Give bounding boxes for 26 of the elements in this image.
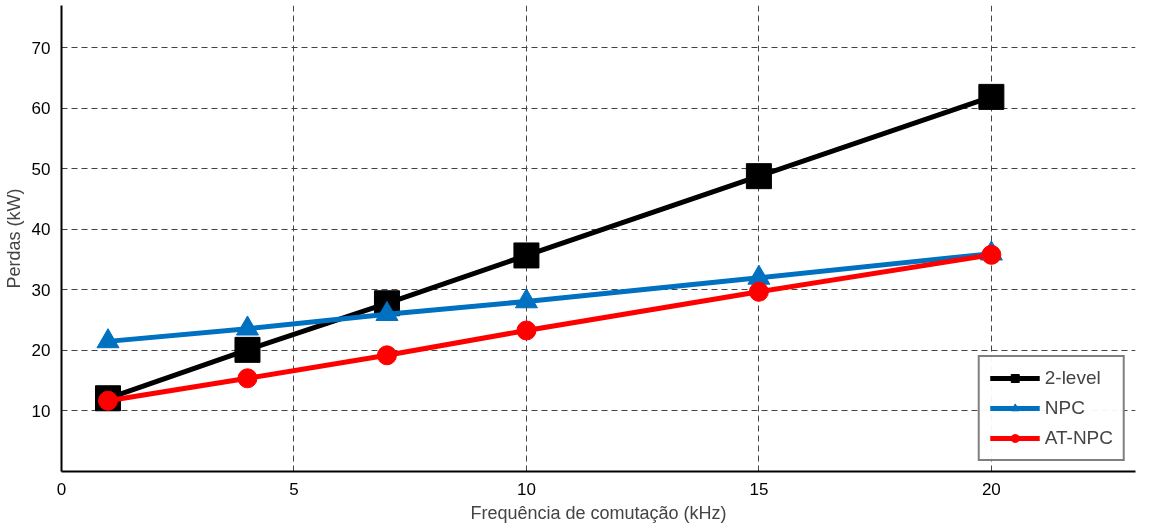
y-axis-title: Perdas (kW): [3, 188, 24, 289]
point: [376, 345, 397, 366]
point: [234, 336, 261, 363]
x-axis-title: Frequência de comutação (kHz): [470, 502, 727, 523]
x-tick-label: 15: [749, 479, 769, 499]
point: [978, 83, 1005, 110]
legend-label: AT-NPC: [1044, 427, 1113, 449]
legend-label: NPC: [1044, 397, 1085, 419]
x-tick-label: 10: [516, 479, 536, 499]
point: [745, 163, 772, 190]
point: [237, 368, 258, 389]
point: [513, 242, 540, 269]
point: [748, 281, 769, 302]
y-tick-label: 10: [31, 401, 51, 421]
y-tick-label: 40: [31, 220, 51, 240]
y-tick-label: 60: [31, 99, 51, 119]
legend-label: 2-level: [1044, 367, 1101, 389]
x-tick-label: 5: [289, 479, 299, 499]
point: [516, 320, 537, 341]
y-tick-label: 30: [31, 280, 51, 300]
y-tick-label: 70: [31, 38, 51, 58]
y-tick-label: 50: [31, 159, 51, 179]
y-tick-label: 20: [31, 341, 51, 361]
x-tick-label: 0: [56, 479, 67, 499]
point: [981, 244, 1002, 265]
x-tick-label: 20: [981, 479, 1001, 499]
